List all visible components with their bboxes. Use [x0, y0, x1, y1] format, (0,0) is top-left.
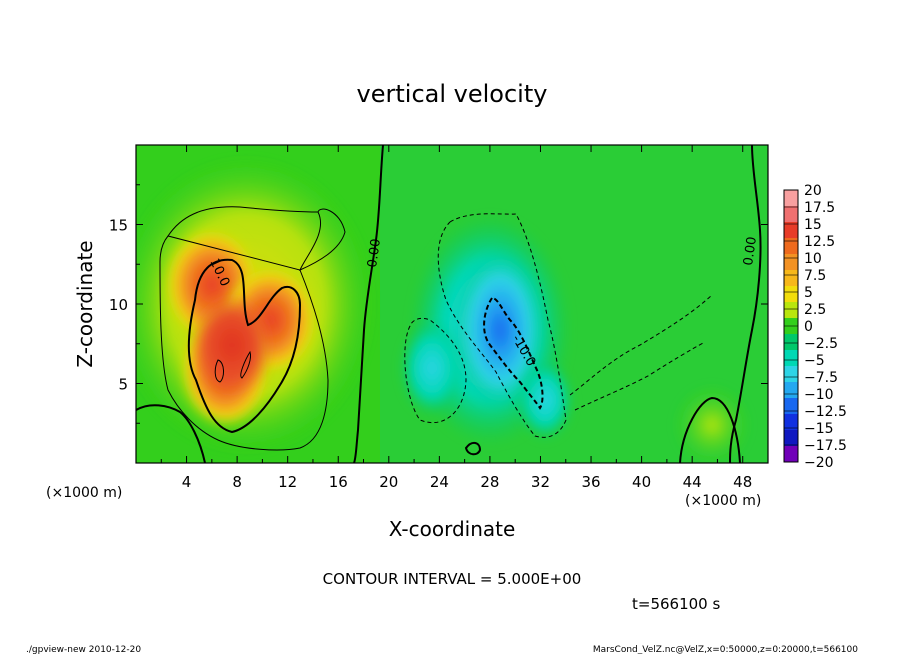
y-tick-label: 10 [109, 296, 128, 314]
x-axis-unit-left: (×1000 m) [46, 485, 122, 501]
colorbar-label: −7.5 [804, 370, 838, 386]
colorbar-label: −17.5 [804, 438, 847, 454]
contour-lines [136, 145, 762, 463]
x-tick-label: 44 [683, 473, 702, 491]
contour-15-b [240, 350, 251, 379]
contour-neg10 [483, 296, 544, 410]
colorbar-label: −2.5 [804, 336, 838, 352]
colorbar-label: 15 [804, 217, 822, 233]
colorbar-segment [784, 190, 798, 207]
contour-zero-3 [679, 396, 741, 463]
y-tick-label: 5 [118, 376, 128, 394]
x-axis-label: X-coordinate [389, 517, 516, 541]
colorbar-label: −20 [804, 455, 834, 471]
footer-left: ./gpview-new 2010-12-20 [26, 645, 141, 654]
time-label: t=566100 s [632, 595, 720, 613]
heatmap-field [136, 145, 768, 463]
x-axis: 4 8 12 16 20 24 28 32 36 40 44 48 [160, 145, 752, 491]
colorbar-label: 7.5 [804, 268, 826, 284]
x-tick-label: 20 [379, 473, 398, 491]
colorbar-segment [784, 254, 798, 271]
colorbar-segment [784, 334, 798, 351]
colorbar-label: −12.5 [804, 404, 847, 420]
colorbar-label: −10 [804, 387, 834, 403]
contour-label-zero-2: 0.00 [741, 236, 760, 267]
x-tick-label: 40 [632, 473, 651, 491]
contour-interval: CONTOUR INTERVAL = 5.000E+00 [323, 570, 582, 588]
colorbar-label: 12.5 [804, 234, 835, 250]
colorbar-segment [784, 270, 798, 287]
y-axis: 5 10 15 [109, 184, 768, 424]
updraft-core [190, 293, 274, 397]
downdraft-left-patch [400, 320, 464, 416]
contour-neg5-left [404, 317, 467, 424]
colorbar-segment [784, 206, 798, 223]
x-tick-label: 32 [531, 473, 550, 491]
colorbar-segment [784, 350, 798, 367]
x-tick-label: 16 [329, 473, 348, 491]
colorbar-label: 5 [804, 285, 813, 301]
x-tick-label: 4 [182, 473, 192, 491]
colorbar-segment [784, 302, 798, 319]
colorbar-segment [784, 286, 798, 303]
x-axis-unit-right: (×1000 m) [685, 493, 761, 509]
colorbar-label: −5 [804, 353, 825, 369]
colorbar-segment [784, 222, 798, 239]
y-axis-label: Z-coordinate [73, 240, 97, 367]
colorbar-segment [784, 238, 798, 255]
contour-label-zero-1: 0.00 [365, 238, 384, 269]
downdraft-tail [517, 360, 573, 440]
x-tick-label: 24 [430, 473, 449, 491]
colorbar-label: 17.5 [804, 200, 835, 216]
colorbar-label: 20 [804, 183, 822, 199]
colorbar-segment [784, 446, 798, 463]
x-tick-label: 28 [480, 473, 499, 491]
colorbar-segment [784, 366, 798, 383]
downdraft-core [455, 250, 545, 410]
colorbar-label: 2.5 [804, 302, 826, 318]
x-tick-label: 12 [278, 473, 297, 491]
colorbar-segment [784, 398, 798, 415]
x-tick-label: 36 [581, 473, 600, 491]
contour-10 [187, 258, 302, 434]
contour-neg5-right [569, 294, 713, 411]
chart-title: vertical velocity [357, 80, 548, 108]
contour-zero-5 [464, 442, 482, 456]
colorbar-label: 0 [804, 319, 813, 335]
x-tick-label: 48 [733, 473, 752, 491]
contour-15-a [214, 359, 224, 383]
footer-right: MarsCond_VelZ.nc@VelZ,x=0:50000,z=0:2000… [593, 645, 858, 654]
y-tick-label: 15 [109, 217, 128, 235]
contour-5-updraft [159, 206, 346, 451]
colorbar: 2017.51512.5107.552.50−2.5−5−7.5−10−12.5… [783, 183, 847, 471]
colorbar-segment [784, 382, 798, 399]
colorbar-segment [784, 430, 798, 447]
colorbar-segment [784, 414, 798, 431]
contour-zero-1 [353, 145, 384, 463]
colorbar-label: 10 [804, 251, 822, 267]
x-tick-label: 8 [232, 473, 242, 491]
contour-neg5-main [437, 213, 567, 438]
contour-zero-4 [136, 404, 206, 463]
colorbar-label: −15 [804, 421, 834, 437]
